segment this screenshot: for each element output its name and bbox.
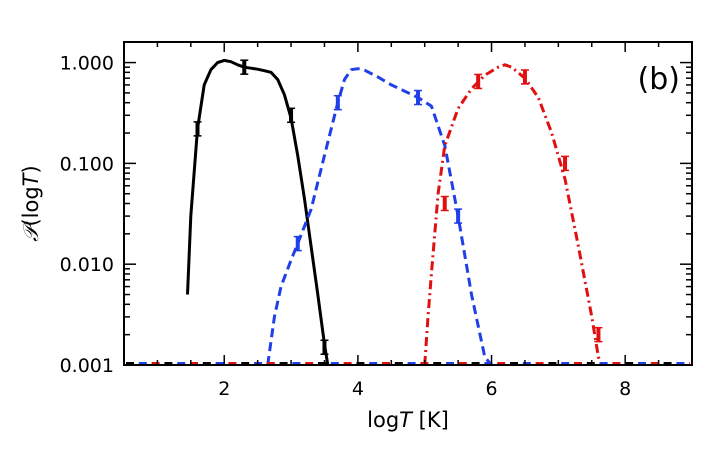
x-tick-label: 2	[218, 378, 230, 400]
x-axis-title-suffix: [K]	[412, 408, 449, 432]
y-axis-title-open: (log	[19, 186, 43, 226]
y-tick-label: 0.010	[60, 254, 114, 276]
series-line-1	[186, 58, 330, 366]
tick-layer: 2 4 6 8 0.001 0.010 0.100 1.000	[60, 42, 692, 400]
x-axis-title: logT [K]	[367, 408, 449, 432]
y-axis-title-var: T	[19, 171, 43, 186]
y-tick-label: 0.100	[60, 153, 114, 175]
x-tick-label: 8	[619, 378, 631, 400]
x-tick-label: 4	[352, 378, 364, 400]
x-tick-label: 6	[485, 378, 497, 400]
x-axis-title-var: T	[399, 408, 414, 432]
y-tick-label: 1.000	[60, 53, 114, 75]
series-layer	[126, 58, 690, 366]
y-axis-title-close: )	[19, 165, 43, 173]
x-axis-title-prefix: log	[367, 408, 399, 432]
panel-label: (b)	[638, 62, 680, 97]
y-axis-title: 𝒫(logT)	[19, 165, 43, 241]
series-line-2	[266, 67, 493, 366]
series-line-3	[423, 63, 604, 366]
y-tick-label: 0.001	[60, 355, 114, 377]
